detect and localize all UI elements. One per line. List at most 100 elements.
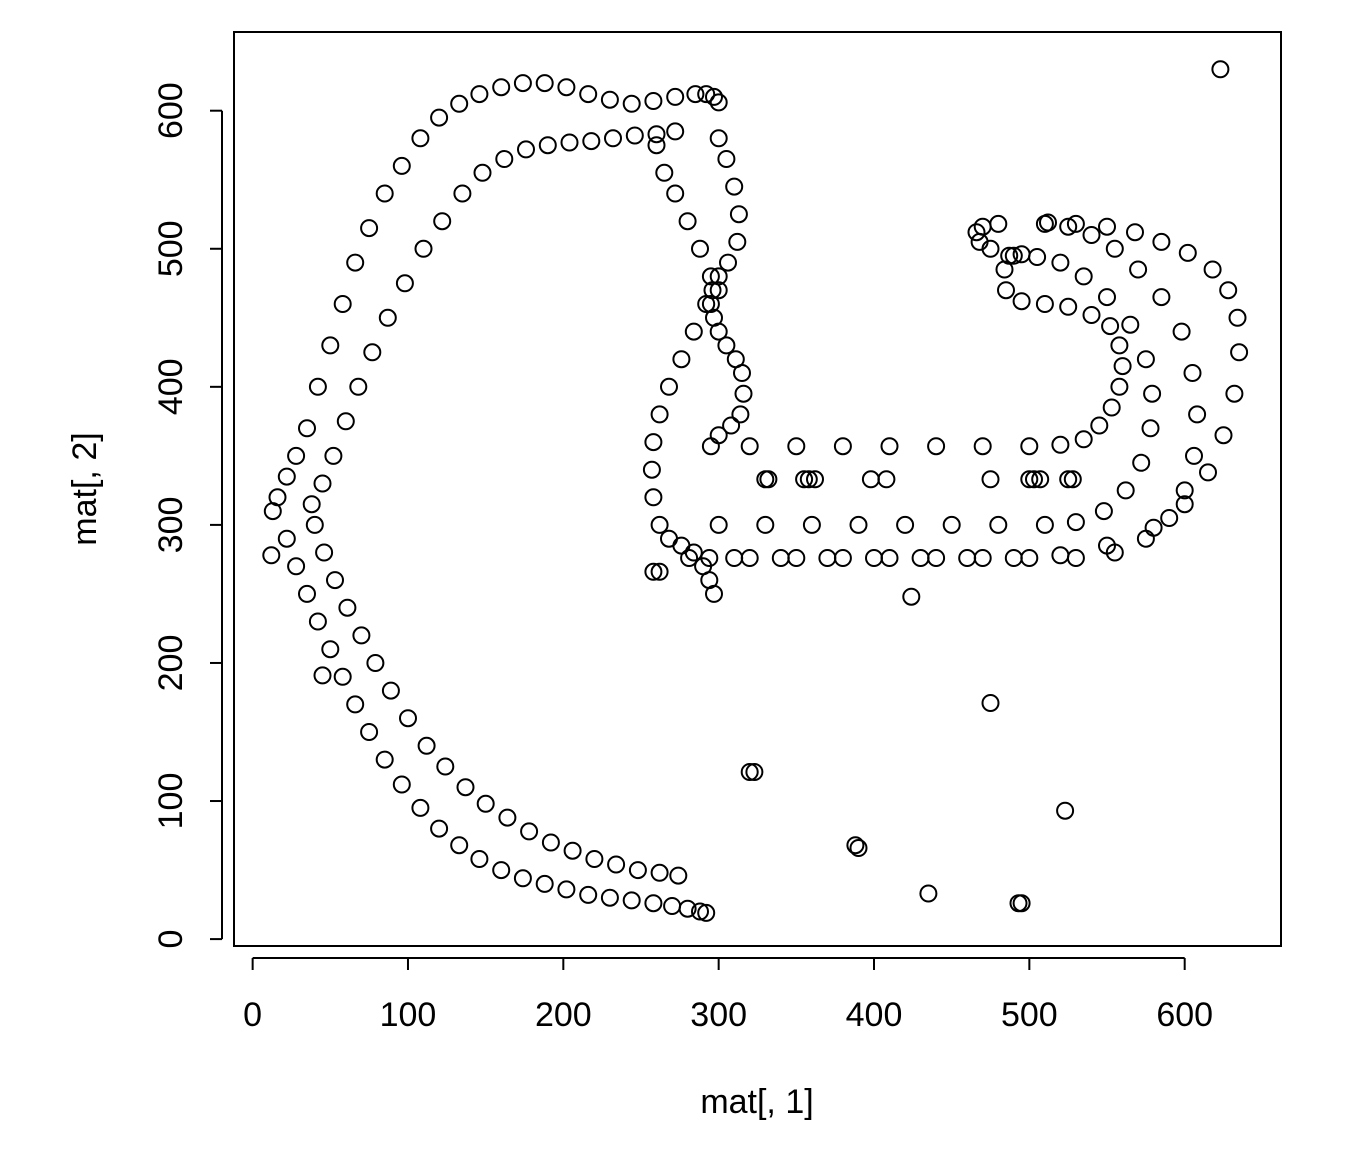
data-point xyxy=(650,405,669,424)
data-point xyxy=(725,177,744,196)
data-point xyxy=(450,836,469,855)
data-point xyxy=(585,850,604,868)
data-point xyxy=(989,214,1008,233)
data-point xyxy=(647,136,666,155)
data-point xyxy=(392,775,411,794)
data-point xyxy=(517,140,535,159)
data-point xyxy=(1185,446,1203,465)
data-point xyxy=(644,92,663,110)
data-point xyxy=(346,253,365,272)
data-point xyxy=(333,295,352,313)
data-point xyxy=(756,515,775,534)
data-point xyxy=(650,515,669,534)
data-point xyxy=(492,78,511,97)
data-point xyxy=(1105,239,1124,258)
data-point xyxy=(579,85,598,104)
data-point xyxy=(802,515,821,534)
data-point xyxy=(731,405,750,424)
data-point xyxy=(352,626,371,645)
data-point xyxy=(644,562,663,581)
data-point xyxy=(430,819,449,838)
data-point xyxy=(1211,60,1230,79)
data-point xyxy=(759,470,778,489)
data-point xyxy=(326,571,344,590)
data-point xyxy=(1066,214,1085,233)
data-point xyxy=(313,474,332,493)
data-point xyxy=(313,666,332,685)
data-point xyxy=(740,763,759,781)
x-tick-label: 500 xyxy=(1001,996,1058,1034)
data-point xyxy=(958,549,977,567)
data-point xyxy=(1035,295,1054,313)
x-tick-label: 300 xyxy=(690,996,747,1034)
data-point xyxy=(678,212,697,231)
data-point xyxy=(1031,470,1050,489)
data-point xyxy=(1066,549,1085,567)
data-point xyxy=(600,90,619,109)
data-point xyxy=(268,488,287,507)
data-point xyxy=(733,364,751,382)
data-point xyxy=(799,470,818,489)
data-point xyxy=(880,437,899,456)
data-point xyxy=(1028,248,1047,266)
data-point xyxy=(308,612,327,631)
data-point xyxy=(997,281,1015,300)
data-point xyxy=(1000,246,1019,265)
data-point xyxy=(1012,894,1031,913)
data-point xyxy=(1059,297,1078,316)
data-point xyxy=(660,529,678,548)
data-point xyxy=(1098,288,1116,307)
data-point xyxy=(1059,217,1078,236)
data-point xyxy=(433,212,452,231)
data-point xyxy=(861,470,880,489)
data-point xyxy=(1172,322,1191,341)
data-point xyxy=(1101,317,1120,336)
data-point xyxy=(705,584,723,603)
y-tick-label: 100 xyxy=(152,773,190,830)
data-point xyxy=(287,557,306,576)
data-point xyxy=(579,885,598,904)
data-point xyxy=(680,549,699,567)
data-point xyxy=(456,778,475,797)
data-point xyxy=(1082,226,1101,244)
data-point xyxy=(806,470,824,489)
x-axis-label: mat[, 1] xyxy=(700,1083,813,1121)
data-point xyxy=(1074,267,1093,286)
data-point xyxy=(989,515,1008,534)
data-point xyxy=(392,156,411,175)
data-point xyxy=(1020,437,1039,456)
data-point xyxy=(1051,435,1070,454)
data-point xyxy=(1132,453,1151,472)
data-point xyxy=(1025,470,1043,489)
data-point xyxy=(1144,518,1163,537)
data-point xyxy=(650,863,669,882)
data-point xyxy=(849,515,868,534)
data-point xyxy=(628,861,647,880)
data-point xyxy=(701,267,720,286)
data-point xyxy=(678,899,697,918)
y-tick-label: 600 xyxy=(152,82,190,139)
data-point xyxy=(722,416,741,435)
data-point xyxy=(1090,416,1109,435)
data-point xyxy=(453,184,472,203)
data-point xyxy=(560,133,579,152)
data-point xyxy=(701,295,720,313)
data-point xyxy=(818,549,837,567)
data-point xyxy=(709,93,728,112)
data-point xyxy=(1116,481,1135,500)
data-point xyxy=(1188,405,1207,424)
data-point xyxy=(607,855,626,874)
data-point xyxy=(625,126,644,145)
data-point xyxy=(877,470,896,489)
data-point xyxy=(366,654,385,672)
data-point xyxy=(1098,536,1116,555)
data-point xyxy=(535,74,554,93)
data-point xyxy=(360,219,379,238)
data-point xyxy=(896,515,915,534)
data-point xyxy=(1143,384,1162,403)
data-point xyxy=(691,902,709,921)
data-point xyxy=(725,549,744,567)
data-point xyxy=(1225,384,1244,403)
data-point xyxy=(1230,343,1249,362)
data-point xyxy=(338,598,357,617)
